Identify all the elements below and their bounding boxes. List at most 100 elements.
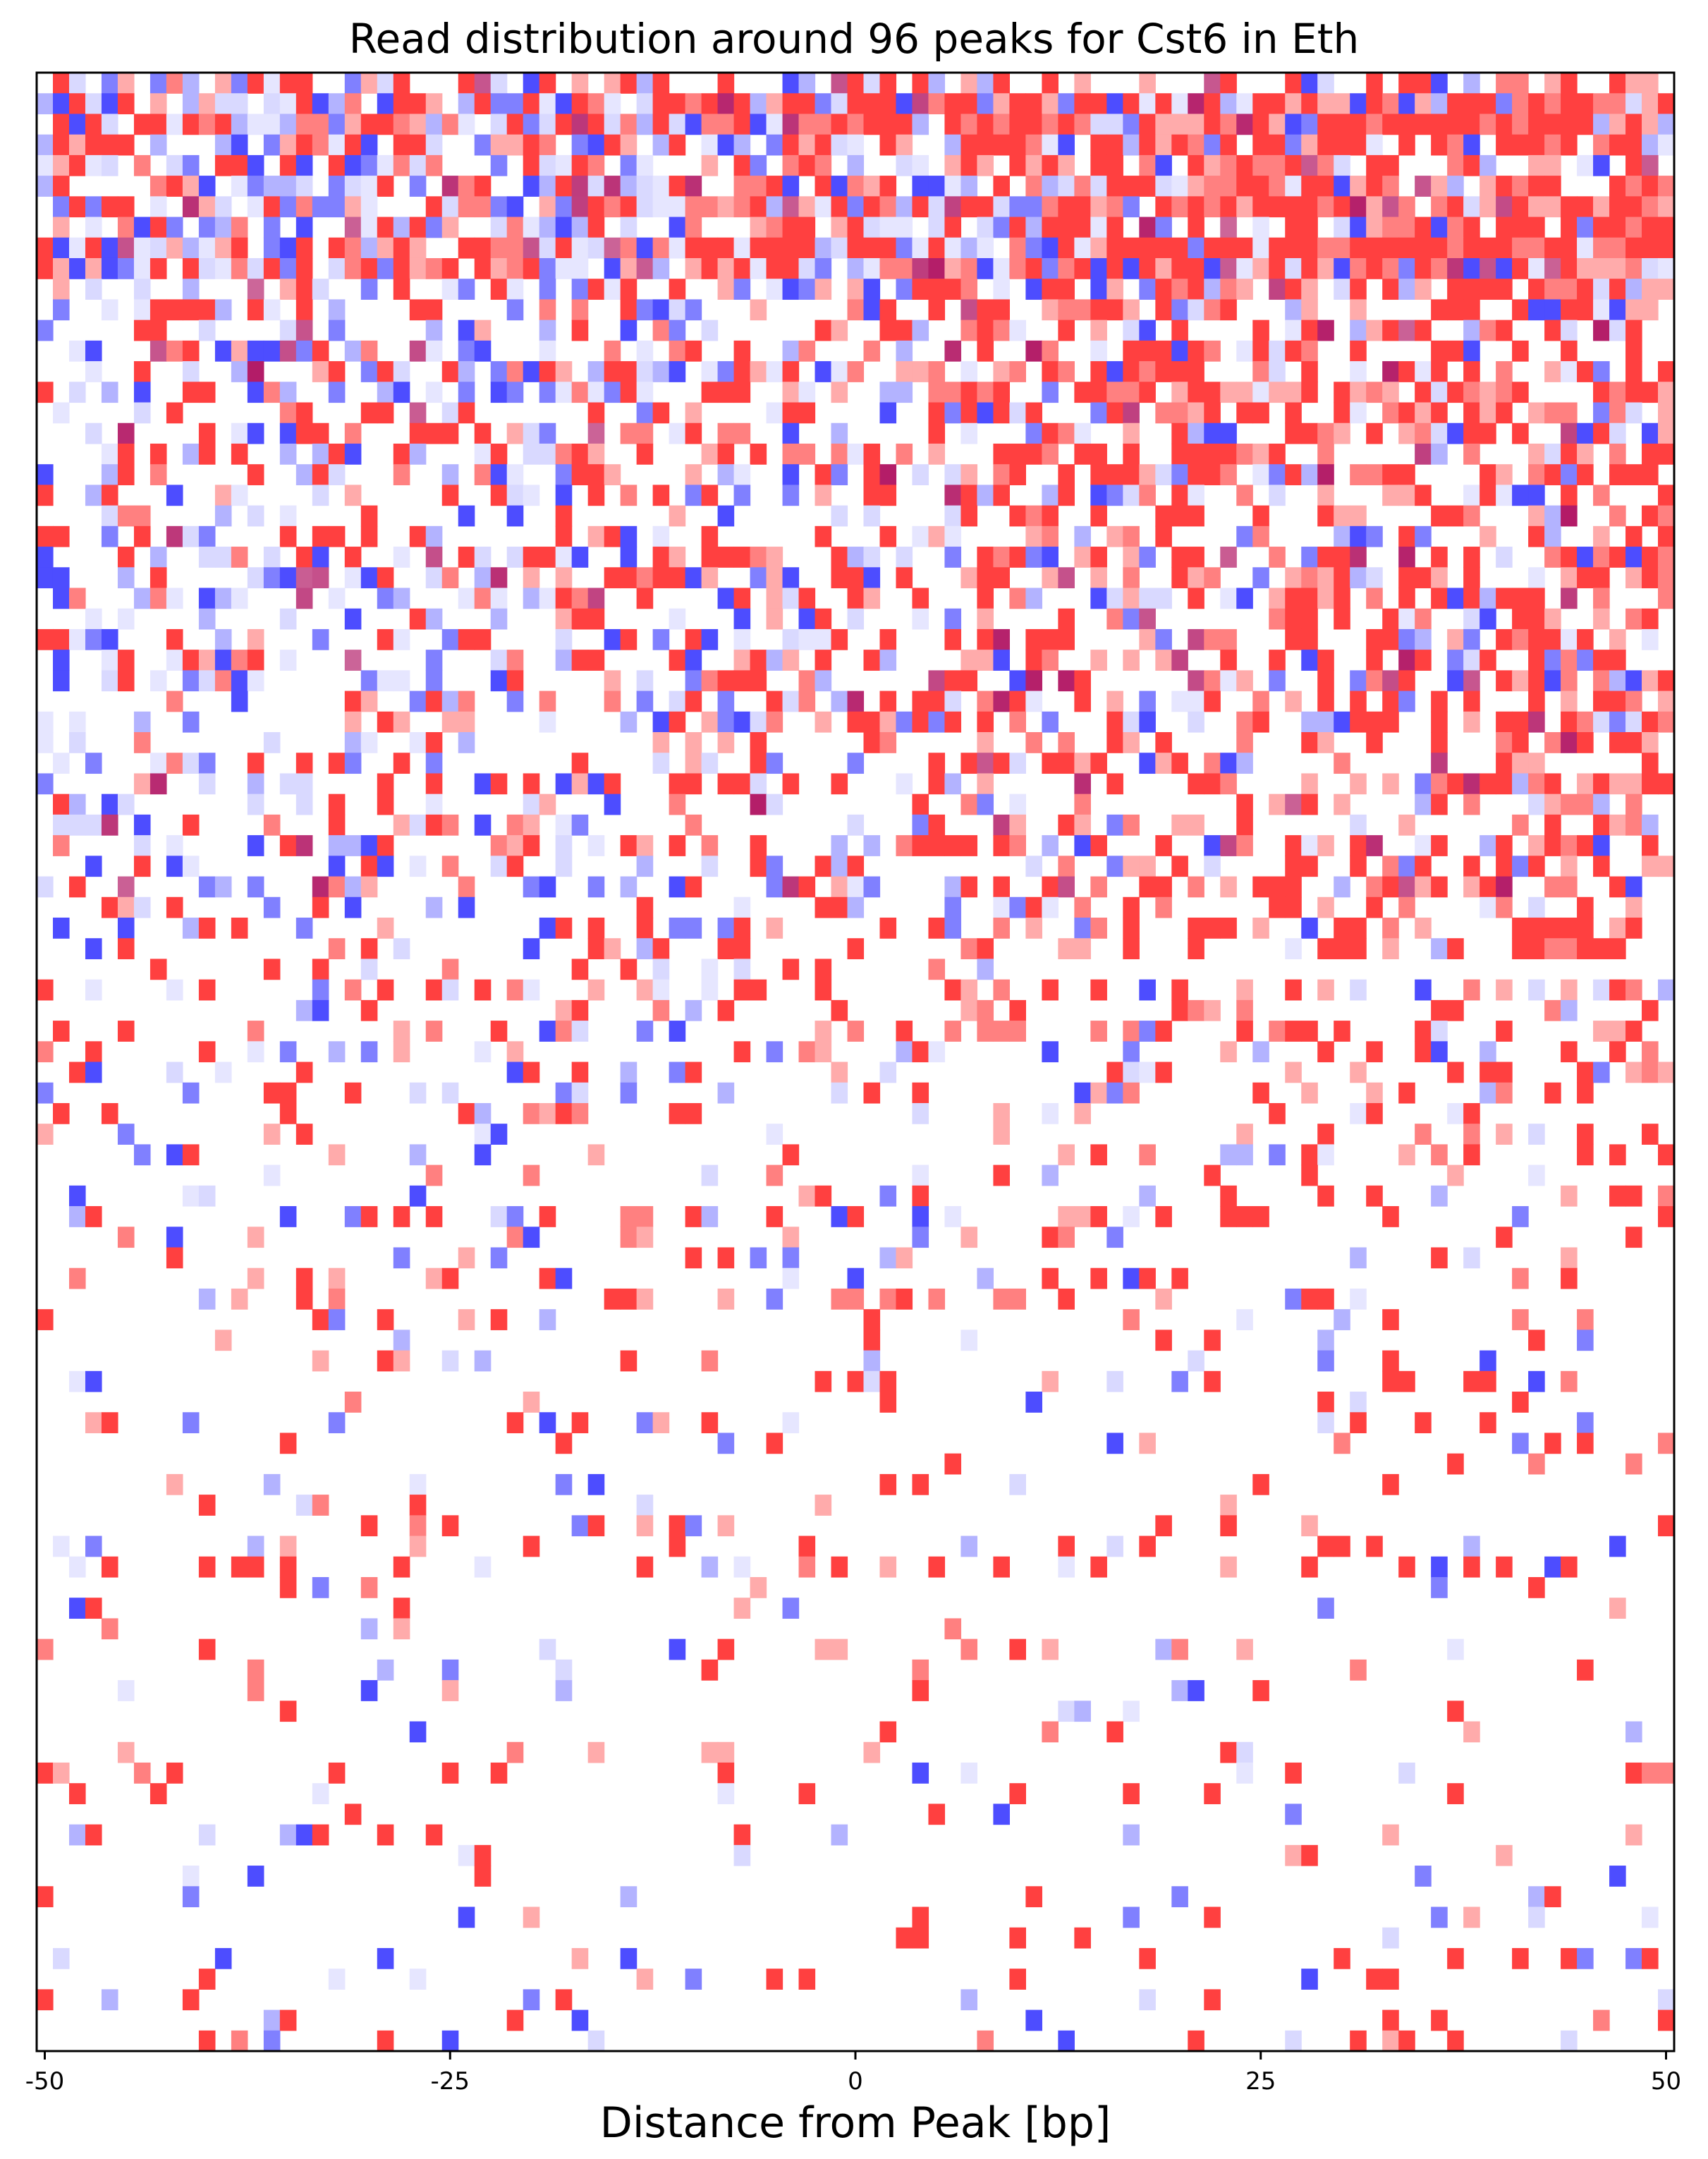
heatmap-cell (1155, 753, 1172, 774)
heatmap-cell (977, 999, 994, 1021)
heatmap-cell (523, 93, 540, 115)
heatmap-cell (279, 608, 297, 630)
heatmap-cell (328, 835, 346, 856)
heatmap-cell (458, 237, 475, 259)
heatmap-cell (1123, 1021, 1140, 1042)
heatmap-cell (782, 422, 800, 444)
heatmap-cell (279, 567, 297, 589)
heatmap-cell (798, 1783, 816, 1804)
heatmap-cell (1642, 134, 1659, 156)
heatmap-cell (344, 876, 362, 898)
heatmap-cell (1042, 896, 1059, 918)
heatmap-cell (685, 257, 702, 279)
heatmap-cell (1269, 650, 1286, 671)
heatmap-cell (360, 691, 378, 712)
heatmap-cell (1480, 1062, 1496, 1083)
heatmap-cell (1301, 299, 1318, 321)
heatmap-cell (295, 93, 313, 115)
heatmap-cell (1350, 382, 1367, 403)
heatmap-cell (636, 402, 654, 424)
heatmap-cell (458, 402, 475, 424)
heatmap-cell (587, 402, 605, 424)
heatmap-cell (1317, 196, 1334, 218)
heatmap-cell (815, 896, 832, 918)
heatmap-cell (912, 525, 929, 547)
heatmap-cell (766, 361, 783, 382)
heatmap-cell (960, 154, 978, 176)
heatmap-cell (1512, 93, 1529, 115)
heatmap-cell (1171, 443, 1188, 465)
heatmap-cell (198, 1824, 216, 1846)
heatmap-cell (231, 237, 248, 259)
heatmap-cell (555, 999, 573, 1021)
heatmap-cell (279, 835, 297, 856)
heatmap-cell (198, 320, 216, 341)
heatmap-cell (1090, 196, 1107, 218)
heatmap-cell (685, 814, 702, 836)
heatmap-cell (101, 196, 118, 218)
heatmap-cell (490, 1762, 508, 1784)
heatmap-cell (1512, 856, 1529, 877)
heatmap-cell (798, 1185, 816, 1207)
heatmap-cell (1139, 361, 1156, 382)
heatmap-cell (750, 979, 767, 1001)
heatmap-cell (1366, 876, 1383, 898)
heatmap-cell (896, 279, 913, 300)
heatmap-cell (847, 856, 865, 877)
heatmap-cell (344, 237, 362, 259)
heatmap-cell (539, 1206, 556, 1227)
heatmap-cell (214, 257, 232, 279)
heatmap-cell (701, 443, 719, 465)
heatmap-cell (879, 1721, 897, 1743)
heatmap-cell (701, 547, 719, 568)
heatmap-cell (1480, 320, 1496, 341)
heatmap-cell (377, 1350, 394, 1372)
heatmap-cell (782, 1227, 800, 1248)
heatmap-cell (636, 1515, 654, 1537)
heatmap-cell (896, 217, 913, 238)
heatmap-cell (133, 814, 151, 836)
heatmap-cell (1139, 340, 1156, 362)
heatmap-cell (1398, 93, 1415, 115)
heatmap-cell (960, 1762, 978, 1784)
heatmap-cell (133, 299, 151, 321)
heatmap-cell (1561, 257, 1578, 279)
heatmap-cell (1236, 402, 1253, 424)
heatmap-cell (701, 1412, 719, 1434)
heatmap-cell (1415, 361, 1432, 382)
heatmap-cell (1463, 299, 1480, 321)
heatmap-cell (1463, 340, 1480, 362)
heatmap-cell (425, 134, 443, 156)
heatmap-cell (1528, 525, 1545, 547)
heatmap-cell (960, 257, 978, 279)
heatmap-cell (279, 773, 297, 795)
heatmap-cell (733, 959, 751, 980)
heatmap-cell (1642, 1062, 1659, 1083)
heatmap-cell (133, 279, 151, 300)
heatmap-cell (782, 773, 800, 795)
heatmap-cell (52, 279, 70, 300)
heatmap-cell (1350, 1247, 1367, 1269)
heatmap-cell (328, 257, 346, 279)
heatmap-cell (1350, 237, 1367, 259)
heatmap-cell (1544, 1556, 1561, 1578)
heatmap-cell (669, 650, 686, 671)
heatmap-cell (409, 114, 427, 135)
heatmap-cell (263, 134, 281, 156)
heatmap-cell (1609, 628, 1626, 650)
heatmap-cell (117, 1227, 135, 1248)
heatmap-cell (944, 835, 962, 856)
heatmap-cell (1658, 402, 1675, 424)
heatmap-cell (539, 691, 556, 712)
heatmap-cell (1496, 464, 1513, 485)
heatmap-cell (1317, 896, 1334, 918)
heatmap-cell (409, 1495, 427, 1516)
heatmap-cell (393, 1330, 410, 1351)
heatmap-cell (1074, 257, 1091, 279)
heatmap-cell (1090, 279, 1107, 300)
heatmap-cell (231, 1288, 248, 1310)
heatmap-cell (425, 340, 443, 362)
heatmap-cell (1090, 237, 1107, 259)
heatmap-cell (295, 134, 313, 156)
heatmap-cell (1544, 732, 1561, 753)
